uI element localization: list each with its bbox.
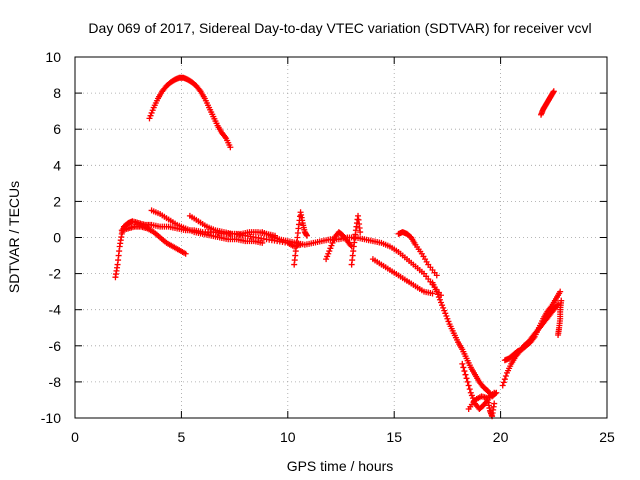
x-tick-label: 15 [386,429,402,445]
series-arc-high-2 [538,88,557,118]
data-point [326,248,333,255]
data-point [500,379,507,386]
series-arc-f [291,209,310,268]
data-point [461,368,468,375]
data-point [501,376,508,383]
series-arc-g [323,229,355,263]
data-point [467,389,474,396]
data-point [227,144,234,151]
tick-labels: 0 5 10 15 20 25 -10 -8 -6 -4 -2 0 2 4 6 8 10 [41,49,615,445]
x-tick-label: 20 [493,429,509,445]
data-point [468,392,475,399]
data-point [323,256,330,263]
data-point [440,304,447,311]
x-tick-label: 5 [178,429,186,445]
y-tick-label: 6 [53,121,61,137]
data-point [146,115,153,122]
data-point [442,310,449,317]
data-point [460,364,467,371]
data-point [328,242,335,249]
data-point [357,229,364,236]
data-point [459,360,466,367]
series-arc-o [501,288,564,364]
data-point [557,288,564,295]
y-tick-label: 2 [53,193,61,209]
series-arc-high-1 [146,74,234,151]
data-point [491,400,498,407]
data-point [445,318,452,325]
data-point [429,290,436,297]
series-arc-l [459,360,498,420]
data-point [329,239,336,246]
data-point [433,288,440,295]
data-point [147,112,154,119]
data-points [112,74,565,420]
data-point [303,232,310,239]
data-point [441,307,448,314]
data-point [558,297,565,304]
y-tick-label: -8 [49,374,62,390]
series-arc-h [348,212,364,268]
data-point [324,253,331,260]
data-point [502,373,509,380]
series-arc-b [118,223,189,257]
data-point [436,296,443,303]
data-point [148,109,155,116]
data-point [443,313,450,320]
data-point [438,299,445,306]
data-point [463,375,470,382]
series-arc-i [369,256,436,297]
y-tick-label: -2 [49,266,62,282]
data-point [149,107,156,114]
data-point [433,272,440,279]
chart-title: Day 069 of 2017, Sidereal Day-to-day VTE… [88,20,591,36]
y-axis-label: SDTVAR / TECUs [6,181,22,293]
data-point [259,239,266,246]
x-tick-label: 10 [280,429,296,445]
data-point [466,386,473,393]
y-tick-label: 4 [53,157,61,173]
data-point [465,382,472,389]
data-point [464,378,471,385]
series-arc-c [148,207,266,246]
y-tick-label: -4 [49,302,62,318]
data-point [444,315,451,322]
y-tick-label: -10 [41,410,61,426]
y-tick-label: 0 [53,230,61,246]
x-tick-label: 0 [71,429,79,445]
data-point [435,294,442,301]
data-point [325,250,332,257]
data-point [499,382,506,389]
x-tick-label: 25 [599,429,615,445]
series-arc-j [395,229,440,279]
y-tick-label: 10 [45,49,61,65]
data-point [182,250,189,257]
y-tick-label: 8 [53,85,61,101]
series-arc-p [555,297,565,338]
data-point [327,245,334,252]
data-point [491,389,498,396]
plot-frame [74,56,608,419]
x-axis-label: GPS time / hours [287,458,394,474]
data-point [550,88,557,95]
series-arc-m [465,389,498,412]
data-point [439,302,446,309]
data-point [330,237,337,244]
y-tick-label: -6 [49,338,62,354]
data-point [462,371,469,378]
series-arc-k [429,279,500,400]
data-point [434,291,441,298]
